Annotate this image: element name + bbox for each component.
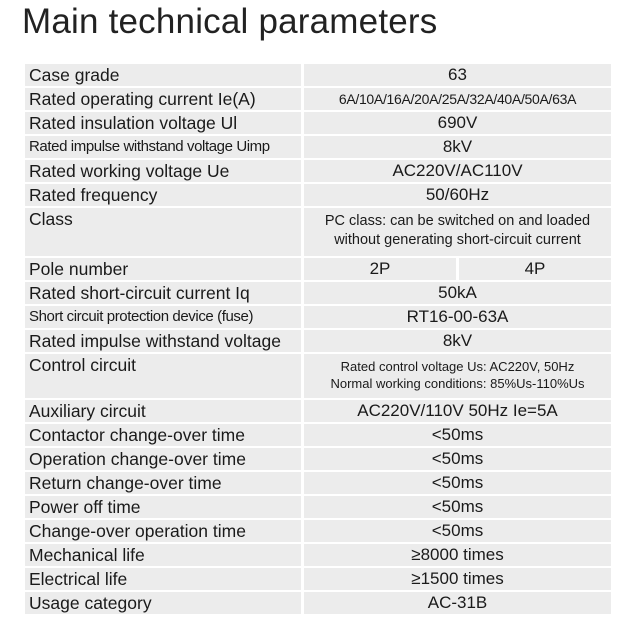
pole-4p: 4P xyxy=(459,258,611,280)
value-line: without generating short-circuit current xyxy=(334,232,581,248)
table-row: Rated operating current Ie(A) 6A/10A/16A/… xyxy=(25,88,611,110)
table-row: Operation change-over time <50ms xyxy=(25,448,611,470)
row-value: AC-31B xyxy=(304,592,611,614)
table-row: Rated impulse withstand voltage Uimp 8kV xyxy=(25,136,611,158)
row-value: 50/60Hz xyxy=(304,184,611,206)
row-value: 6A/10A/16A/20A/25A/32A/40A/50A/63A xyxy=(304,88,611,110)
table-row: Rated impulse withstand voltage 8kV xyxy=(25,330,611,352)
row-label: Class xyxy=(25,208,301,256)
row-label: Rated working voltage Ue xyxy=(25,160,301,182)
row-value: 50kA xyxy=(304,282,611,304)
row-label: Mechanical life xyxy=(25,544,301,566)
row-label: Contactor change-over time xyxy=(25,424,301,446)
row-value: 690V xyxy=(304,112,611,134)
table-row: Change-over operation time <50ms xyxy=(25,520,611,542)
row-value: PC class: can be switched on and loaded w… xyxy=(304,208,611,256)
parameters-table: Case grade 63 Rated operating current Ie(… xyxy=(25,64,611,616)
row-label: Auxiliary circuit xyxy=(25,400,301,422)
row-value: 8kV xyxy=(304,136,611,158)
row-label: Power off time xyxy=(25,496,301,518)
table-row: Case grade 63 xyxy=(25,64,611,86)
row-label: Rated short-circuit current Iq xyxy=(25,282,301,304)
table-row: Auxiliary circuit AC220V/110V 50Hz Ie=5A xyxy=(25,400,611,422)
row-label: Rated frequency xyxy=(25,184,301,206)
row-label: Control circuit xyxy=(25,354,301,398)
row-value: AC220V/AC110V xyxy=(304,160,611,182)
table-row: Rated frequency 50/60Hz xyxy=(25,184,611,206)
table-row: Control circuit Rated control voltage Us:… xyxy=(25,354,611,398)
row-label: Return change-over time xyxy=(25,472,301,494)
table-row: Short circuit protection device (fuse) RT… xyxy=(25,306,611,328)
row-value: <50ms xyxy=(304,448,611,470)
row-value: ≥1500 times xyxy=(304,568,611,590)
row-value: AC220V/110V 50Hz Ie=5A xyxy=(304,400,611,422)
row-label: Operation change-over time xyxy=(25,448,301,470)
row-value: ≥8000 times xyxy=(304,544,611,566)
row-label: Change-over operation time xyxy=(25,520,301,542)
row-value: <50ms xyxy=(304,520,611,542)
table-row: Electrical life ≥1500 times xyxy=(25,568,611,590)
table-row: Rated insulation voltage Ul 690V xyxy=(25,112,611,134)
table-row: Contactor change-over time <50ms xyxy=(25,424,611,446)
row-value: 2P 4P xyxy=(304,258,611,280)
table-row: Usage category AC-31B xyxy=(25,592,611,614)
value-line: PC class: can be switched on and loaded xyxy=(324,213,591,229)
row-label: Electrical life xyxy=(25,568,301,590)
row-value: 63 xyxy=(304,64,611,86)
row-value: Rated control voltage Us: AC220V, 50Hz No… xyxy=(304,354,611,398)
table-row: Pole number 2P 4P xyxy=(25,258,611,280)
pole-2p: 2P xyxy=(304,258,456,280)
row-value: <50ms xyxy=(304,496,611,518)
row-value: RT16-00-63A xyxy=(304,306,611,328)
row-label: Rated insulation voltage Ul xyxy=(25,112,301,134)
value-line: Rated control voltage Us: AC220V, 50Hz xyxy=(340,359,575,374)
row-label: Short circuit protection device (fuse) xyxy=(25,306,301,328)
row-value: 8kV xyxy=(304,330,611,352)
table-row: Return change-over time <50ms xyxy=(25,472,611,494)
row-label: Rated operating current Ie(A) xyxy=(25,88,301,110)
page-title: Main technical parameters xyxy=(22,2,438,41)
row-value: <50ms xyxy=(304,424,611,446)
table-row: Rated short-circuit current Iq 50kA xyxy=(25,282,611,304)
value-line: Normal working conditions: 85%Us-110%Us xyxy=(330,376,585,391)
row-label: Pole number xyxy=(25,258,301,280)
table-row: Power off time <50ms xyxy=(25,496,611,518)
row-label: Case grade xyxy=(25,64,301,86)
row-label: Rated impulse withstand voltage Uimp xyxy=(25,136,301,158)
table-row: Class PC class: can be switched on and lo… xyxy=(25,208,611,256)
row-value: <50ms xyxy=(304,472,611,494)
table-row: Rated working voltage Ue AC220V/AC110V xyxy=(25,160,611,182)
table-row: Mechanical life ≥8000 times xyxy=(25,544,611,566)
row-label: Rated impulse withstand voltage xyxy=(25,330,301,352)
row-label: Usage category xyxy=(25,592,301,614)
